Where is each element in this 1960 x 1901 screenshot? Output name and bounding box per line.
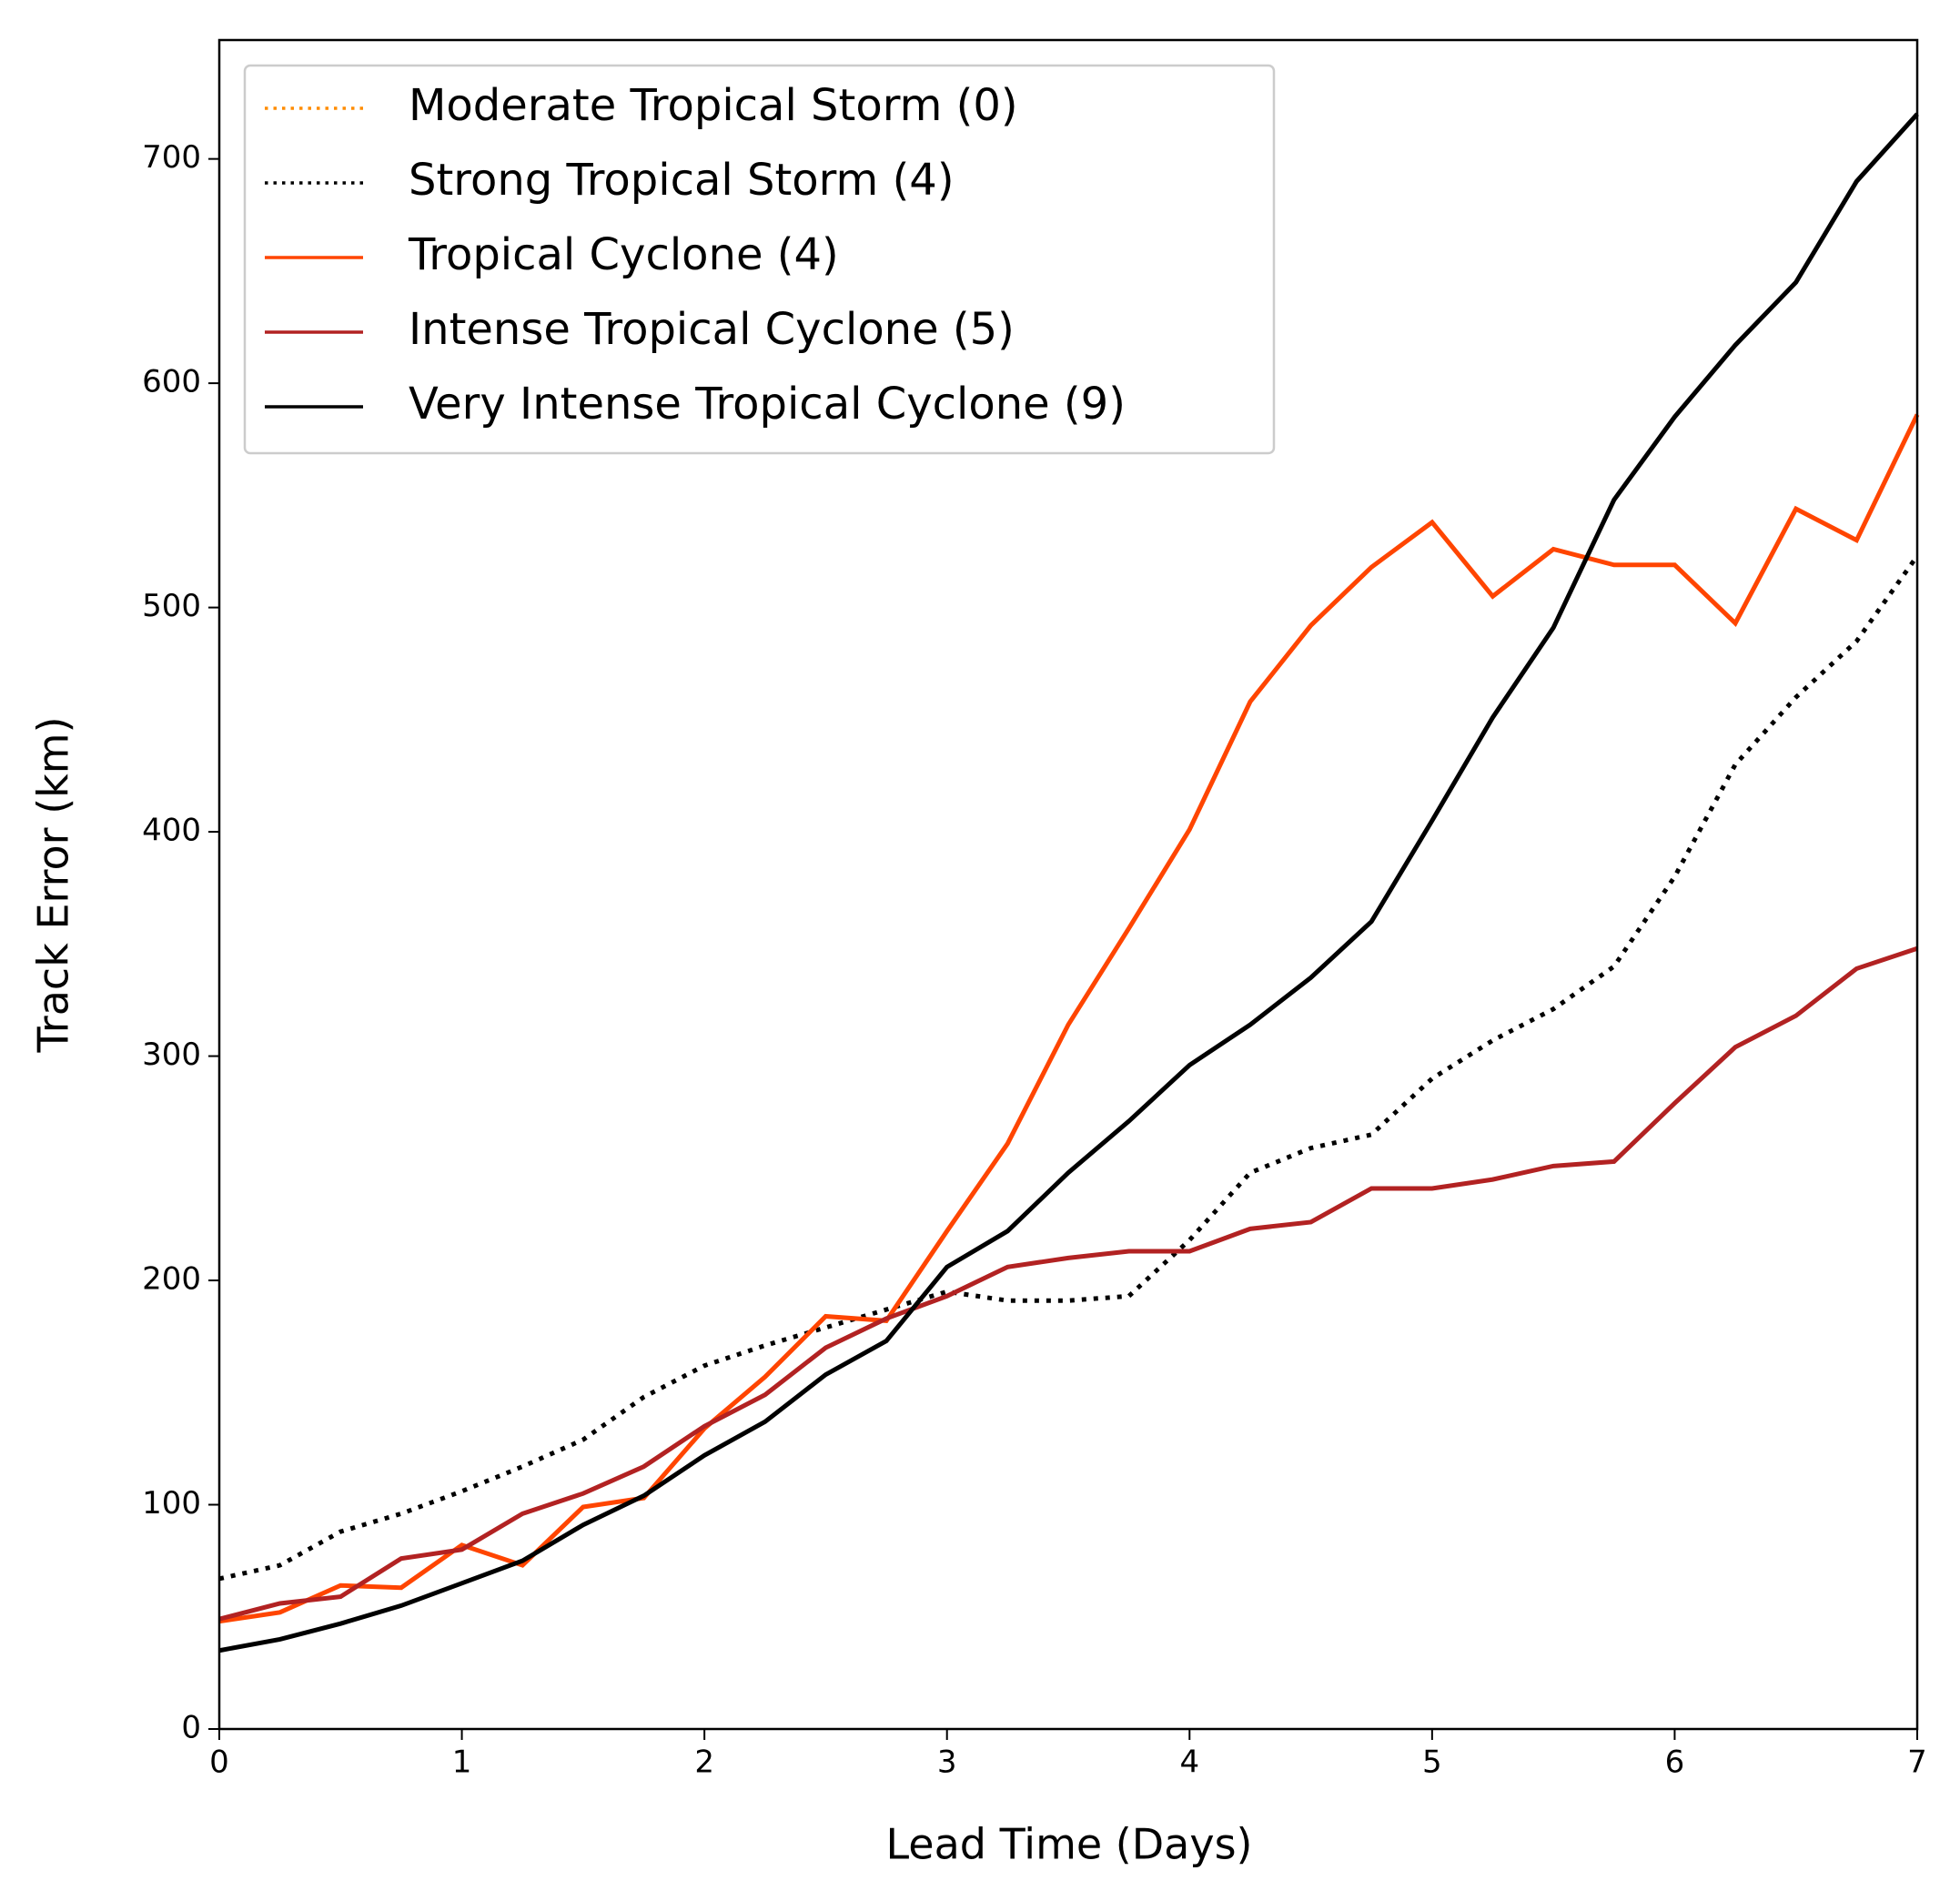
legend: Moderate Tropical Storm (0) Strong Tropic… bbox=[243, 64, 1276, 455]
x-tick-label: 4 bbox=[1179, 1744, 1199, 1781]
y-tick-label: 200 bbox=[142, 1261, 201, 1298]
legend-label: Strong Tropical Storm (4) bbox=[409, 155, 955, 206]
y-tick-label: 100 bbox=[142, 1485, 201, 1522]
y-tick-label: 0 bbox=[181, 1710, 201, 1746]
series-line bbox=[218, 945, 1918, 1622]
y-tick-label: 500 bbox=[142, 588, 201, 624]
series-line bbox=[218, 112, 1919, 1653]
x-tick-label: 2 bbox=[694, 1744, 714, 1781]
y-tick-label: 600 bbox=[142, 364, 201, 400]
legend-label: Intense Tropical Cyclone (5) bbox=[409, 304, 1015, 355]
legend-label: Moderate Tropical Storm (0) bbox=[409, 80, 1018, 131]
y-tick-label: 300 bbox=[142, 1036, 201, 1073]
y-tick-label: 700 bbox=[142, 139, 201, 176]
x-tick-label: 3 bbox=[937, 1744, 957, 1781]
x-tick-label: 7 bbox=[1907, 1744, 1927, 1781]
y-axis-label: Track Error (km) bbox=[29, 716, 78, 1053]
legend-box bbox=[243, 64, 1276, 455]
legend-label: Tropical Cyclone (4) bbox=[408, 229, 839, 280]
x-tick-label: 6 bbox=[1665, 1744, 1685, 1781]
x-axis-label: Lead Time (Days) bbox=[885, 1820, 1252, 1869]
series-line bbox=[218, 413, 1920, 1624]
x-tick-label: 1 bbox=[452, 1744, 472, 1781]
x-tick-label: 0 bbox=[209, 1744, 229, 1781]
x-tick-label: 5 bbox=[1422, 1744, 1442, 1781]
series-line bbox=[218, 554, 1920, 1582]
y-tick-label: 400 bbox=[142, 813, 201, 849]
legend-label: Very Intense Tropical Cyclone (9) bbox=[409, 379, 1126, 430]
plot-frame bbox=[217, 38, 1919, 1731]
